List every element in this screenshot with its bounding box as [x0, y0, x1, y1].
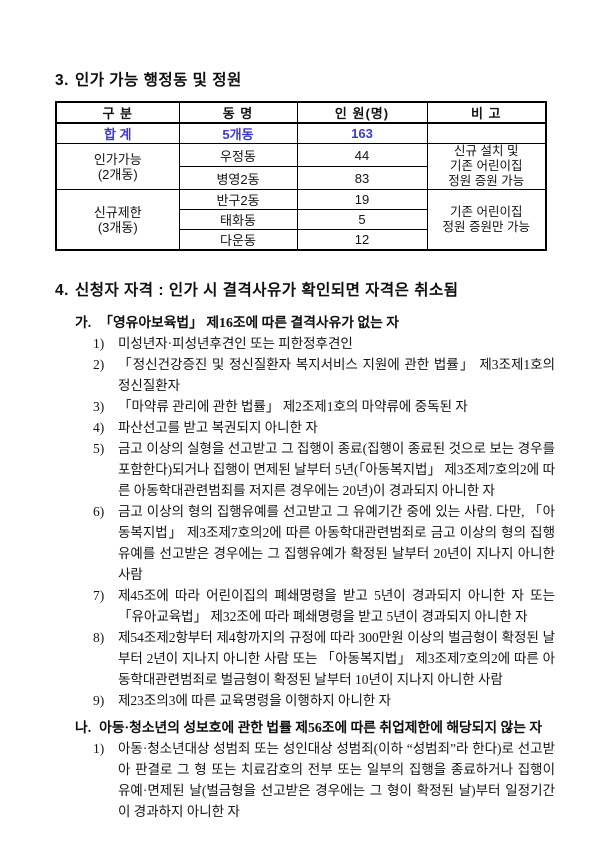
- total-label: 합 계: [55, 122, 180, 144]
- list-ga: 1) 미성년자·피성년후견인 또는 피한정후견인 2) 「정신건강증진 및 정신…: [93, 333, 555, 711]
- list-item: 5) 금고 이상의 실형을 선고받고 그 집행이 종료(집행이 종료된 것으로 …: [93, 438, 555, 501]
- table-row: 태화동 5: [56, 209, 546, 230]
- list-item: 7) 제45조에 따라 어린이집의 폐쇄명령을 받고 5년이 경과되지 아니한 …: [93, 585, 555, 627]
- dong-count: 19: [296, 189, 428, 210]
- list-item: 1) 아동·청소년대상 성범죄 또는 성인대상 성범죄(이하 “성범죄”라 한다…: [93, 738, 555, 822]
- subsection-na-title: 아동·청소년의 성보호에 관한 법률 제56조에 따른 취업제한에 해당되지 않…: [99, 720, 543, 735]
- page-content: 3. 인가 가능 행정동 및 정원 구 분 동 명 인 원(명) 비 고 합 계 …: [55, 68, 555, 822]
- item-number: 7): [93, 588, 105, 603]
- col-header-dong: 동 명: [178, 101, 298, 124]
- total-note: [426, 122, 547, 144]
- table-row: 신규제한 (3개동) 반구2동 19 기존 어린이집 정원 증원만 가능: [55, 189, 547, 251]
- group2-label: 신규제한 (3개동): [55, 189, 180, 251]
- section4-number: 4.: [55, 282, 69, 299]
- section3-number: 3.: [55, 72, 69, 89]
- list-item: 4) 파산선고를 받고 복권되지 아니한 자: [93, 417, 555, 438]
- group2-note: 기존 어린이집 정원 증원만 가능: [426, 189, 547, 251]
- dong-count: 5: [296, 209, 428, 230]
- dong-name: 병영2동: [178, 166, 298, 190]
- col-header-category: 구 분: [55, 101, 180, 124]
- group1-label: 인가가능 (2개동): [55, 143, 180, 190]
- dong-name: 우정동: [178, 143, 298, 167]
- item-number: 1): [93, 336, 105, 351]
- item-text: 「마약류 관리에 관한 법률」 제2조제1호의 마약류에 중독된 자: [118, 399, 468, 414]
- item-text: 미성년자·피성년후견인 또는 피한정후견인: [118, 336, 353, 351]
- dong-count: 44: [296, 143, 428, 167]
- item-text: 제45조에 따라 어린이집의 폐쇄명령을 받고 5년이 경과되지 아니한 자 또…: [118, 588, 555, 624]
- dong-name: 태화동: [178, 209, 298, 230]
- total-count: 163: [296, 122, 428, 144]
- list-item: 2) 「정신건강증진 및 정신질환자 복지서비스 지원에 관한 법률」 제3조제…: [93, 354, 555, 396]
- table-row: 병영2동 83: [56, 166, 546, 190]
- table-row-total: 합 계 5개동 163: [55, 122, 547, 144]
- dong-count: 83: [296, 166, 428, 190]
- item-text: 제23조의3에 따른 교육명령을 이행하지 아니한 자: [118, 693, 392, 708]
- item-text: 금고 이상의 실형을 선고받고 그 집행이 종료(집행이 종료된 것으로 보는 …: [118, 441, 555, 498]
- col-header-count: 인 원(명): [296, 101, 428, 124]
- item-text: 금고 이상의 형의 집행유예를 선고받고 그 유예기간 중에 있는 사람. 다만…: [118, 504, 555, 582]
- list-item: 6) 금고 이상의 형의 집행유예를 선고받고 그 유예기간 중에 있는 사람.…: [93, 501, 555, 585]
- section4-heading: 4. 신청자 자격 : 인가 시 결격사유가 확인되면 자격은 취소됨: [55, 278, 553, 300]
- item-number: 5): [93, 441, 105, 456]
- list-item: 9) 제23조의3에 따른 교육명령을 이행하지 아니한 자: [93, 690, 555, 711]
- col-header-note: 비 고: [426, 101, 547, 124]
- item-number: 3): [93, 399, 105, 414]
- item-number: 9): [93, 693, 105, 708]
- item-number: 1): [93, 741, 105, 756]
- table-header-row: 구 분 동 명 인 원(명) 비 고: [55, 101, 547, 124]
- section3-heading: 3. 인가 가능 행정동 및 정원: [55, 68, 553, 90]
- capacity-table: 구 분 동 명 인 원(명) 비 고 합 계 5개동 163 인가가능 (2개동…: [55, 101, 547, 251]
- subsection-ga-label: 가.: [75, 315, 92, 330]
- group1-note: 신규 설치 및 기존 어린이집 정원 증원 가능: [426, 143, 547, 190]
- item-text: 「정신건강증진 및 정신질환자 복지서비스 지원에 관한 법률」 제3조제1호의…: [118, 357, 555, 393]
- subsection-na-heading: 나. 아동·청소년의 성보호에 관한 법률 제56조에 따른 취업제한에 해당되지…: [75, 717, 553, 738]
- dong-name: 다운동: [178, 229, 298, 251]
- subsection-ga-heading: 가. 「영유아보육법」 제16조에 따른 결격사유가 없는 자: [75, 312, 553, 333]
- list-item: 1) 미성년자·피성년후견인 또는 피한정후견인: [93, 333, 555, 354]
- subsection-ga-title: 「영유아보육법」 제16조에 따른 결격사유가 없는 자: [99, 315, 399, 330]
- dong-name: 반구2동: [178, 189, 298, 210]
- item-number: 2): [93, 357, 105, 372]
- item-number: 4): [93, 420, 105, 435]
- item-number: 8): [93, 630, 105, 645]
- table-row: 인가가능 (2개동) 우정동 44 신규 설치 및 기존 어린이집 정원 증원 …: [55, 143, 547, 190]
- item-text: 파산선고를 받고 복권되지 아니한 자: [118, 420, 318, 435]
- subsection-na-label: 나.: [75, 720, 92, 735]
- section3-title: 인가 가능 행정동 및 정원: [74, 72, 242, 89]
- item-number: 6): [93, 504, 105, 519]
- item-text: 아동·청소년대상 성범죄 또는 성인대상 성범죄(이하 “성범죄”라 한다)로 …: [118, 741, 555, 819]
- list-item: 3) 「마약류 관리에 관한 법률」 제2조제1호의 마약류에 중독된 자: [93, 396, 555, 417]
- list-item: 8) 제54조제2항부터 제4항까지의 규정에 따라 300만원 이상의 벌금형…: [93, 627, 555, 690]
- list-na: 1) 아동·청소년대상 성범죄 또는 성인대상 성범죄(이하 “성범죄”라 한다…: [93, 738, 555, 822]
- section4-title: 신청자 자격 : 인가 시 결격사유가 확인되면 자격은 취소됨: [74, 282, 459, 299]
- table-row: 다운동 12: [56, 229, 546, 251]
- total-dong: 5개동: [178, 122, 298, 144]
- dong-count: 12: [296, 229, 428, 251]
- item-text: 제54조제2항부터 제4항까지의 규정에 따라 300만원 이상의 벌금형이 확…: [118, 630, 555, 687]
